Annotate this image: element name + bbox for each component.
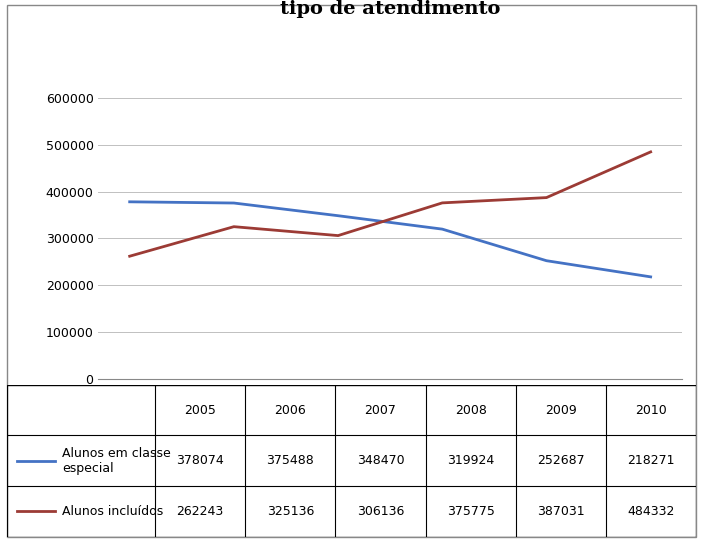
- Text: 218271: 218271: [627, 454, 675, 467]
- Text: 262243: 262243: [176, 505, 224, 518]
- Text: 252687: 252687: [537, 454, 585, 467]
- Text: 325136: 325136: [266, 505, 314, 518]
- Text: Alunos em classe
especial: Alunos em classe especial: [62, 447, 171, 475]
- Text: 2008: 2008: [455, 404, 486, 417]
- Text: 319924: 319924: [447, 454, 494, 467]
- Text: 348470: 348470: [356, 454, 404, 467]
- Text: 2007: 2007: [365, 404, 396, 417]
- Text: 2010: 2010: [635, 404, 666, 417]
- Text: 2006: 2006: [274, 404, 307, 417]
- Text: 375488: 375488: [266, 454, 314, 467]
- Text: 306136: 306136: [357, 505, 404, 518]
- Text: 378074: 378074: [176, 454, 224, 467]
- Text: Alunos incluídos: Alunos incluídos: [62, 505, 163, 518]
- Text: 484332: 484332: [627, 505, 675, 518]
- Text: 2009: 2009: [545, 404, 576, 417]
- Title: Número de matrículas na educação especial por
tipo de atendimento: Número de matrículas na educação especia…: [127, 0, 653, 18]
- Text: 2005: 2005: [184, 404, 216, 417]
- Text: 387031: 387031: [537, 505, 585, 518]
- Text: 375775: 375775: [446, 505, 495, 518]
